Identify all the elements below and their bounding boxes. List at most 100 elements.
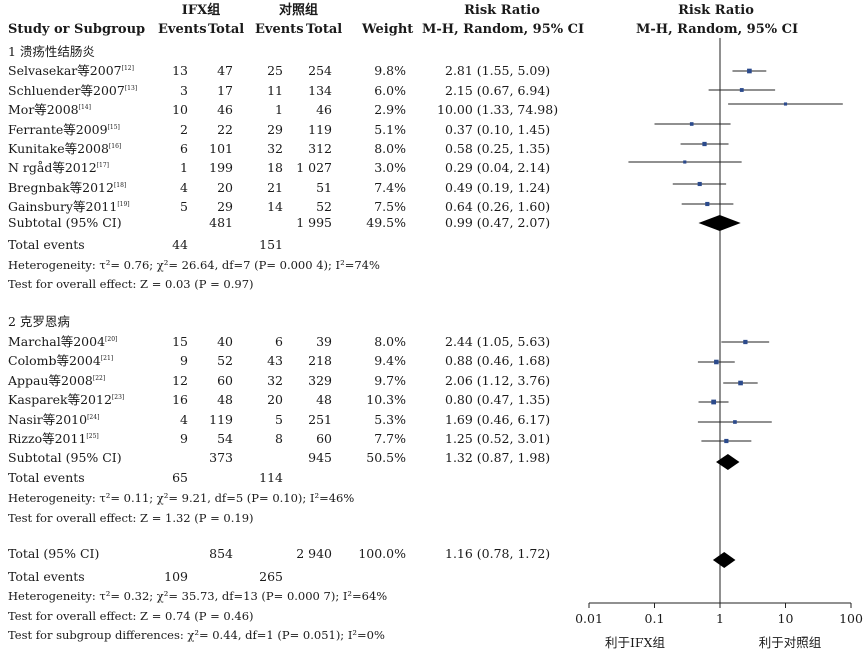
weight-value: 8.0% xyxy=(374,141,406,156)
heterogeneity-text: Heterogeneity: τ²= 0.32; χ²= 35.73, df=1… xyxy=(8,589,388,603)
weight-value: 50.5% xyxy=(366,450,406,465)
control-total: 134 xyxy=(308,83,332,98)
study-ref: [22] xyxy=(92,374,106,382)
overall-effect-text: Test for overall effect: Z = 1.32 (P = 0… xyxy=(8,511,254,525)
ifx-events: 65 xyxy=(172,470,188,485)
ifx-total: 481 xyxy=(209,215,233,230)
study-ref: [16] xyxy=(108,142,122,150)
study-ref: [20] xyxy=(105,335,118,343)
control-events: 6 xyxy=(275,334,283,349)
study-ref: [14] xyxy=(78,103,91,111)
point-estimate xyxy=(697,181,702,187)
risk-ratio-ci: 0.88 (0.46, 1.68) xyxy=(445,353,551,368)
control-total: 329 xyxy=(308,373,332,388)
ifx-total: 52 xyxy=(217,353,233,368)
header-ifx-total: Total xyxy=(208,22,245,37)
ifx-events: 4 xyxy=(180,180,188,195)
ifx-events: 6 xyxy=(180,141,188,156)
study-ref: [24] xyxy=(87,413,100,421)
weight-value: 49.5% xyxy=(366,215,406,230)
ifx-total: 46 xyxy=(217,102,233,117)
point-estimate xyxy=(702,141,707,147)
ifx-total: 119 xyxy=(209,412,233,427)
control-total: 254 xyxy=(308,63,332,78)
ifx-total: 373 xyxy=(209,450,233,465)
header-method: M-H, Random, 95% CI xyxy=(422,22,585,37)
control-events: 151 xyxy=(259,237,283,252)
study-ref: [19] xyxy=(117,200,130,208)
study-name: Rizzo等2011 xyxy=(8,431,87,446)
weight-value: 9.4% xyxy=(374,353,406,368)
control-events: 29 xyxy=(267,122,283,137)
ifx-events: 13 xyxy=(172,63,188,78)
header-ifx-group: IFX组 xyxy=(181,3,221,18)
risk-ratio-ci: 1.25 (0.52, 3.01) xyxy=(445,431,551,446)
control-events: 14 xyxy=(267,199,283,214)
weight-value: 8.0% xyxy=(374,334,406,349)
favours-ifx-label: 利于IFX组 xyxy=(604,635,665,650)
ifx-events: 109 xyxy=(164,569,188,584)
control-total: 1 027 xyxy=(296,160,332,175)
point-estimate xyxy=(724,438,729,444)
ifx-events: 2 xyxy=(180,122,188,137)
study-name: Kunitake等2008 xyxy=(8,141,109,156)
heterogeneity-text: Heterogeneity: τ²= 0.76; χ²= 26.64, df=7… xyxy=(8,258,380,272)
control-events: 8 xyxy=(275,431,283,446)
study-name: Ferrante等2009 xyxy=(8,122,108,137)
control-total: 1 995 xyxy=(296,215,332,230)
study-ref: [23] xyxy=(111,393,125,401)
study-name: Selvasekar等2007 xyxy=(8,63,122,78)
ifx-events: 16 xyxy=(172,392,188,407)
risk-ratio-ci: 0.64 (0.26, 1.60) xyxy=(445,199,551,214)
control-total: 39 xyxy=(316,334,332,349)
study-name: N rgåd等2012 xyxy=(8,160,97,175)
point-estimate xyxy=(738,380,743,386)
study-ref: [12] xyxy=(121,64,134,72)
ifx-total: 60 xyxy=(217,373,233,388)
point-estimate xyxy=(739,88,744,92)
favours-control-label: 利于对照组 xyxy=(758,635,822,650)
study-name: Appau等2008 xyxy=(8,373,93,388)
point-estimate xyxy=(743,339,748,345)
ifx-total: 20 xyxy=(217,180,233,195)
weight-value: 10.3% xyxy=(366,392,406,407)
ifx-total: 40 xyxy=(217,334,233,349)
control-events: 5 xyxy=(275,412,283,427)
risk-ratio-ci: 0.49 (0.19, 1.24) xyxy=(445,180,551,195)
risk-ratio-ci: 1.16 (0.78, 1.72) xyxy=(445,546,551,561)
risk-ratio-ci: 10.00 (1.33, 74.98) xyxy=(437,102,559,117)
ifx-total: 29 xyxy=(217,199,233,214)
header-risk-ratio: Risk Ratio xyxy=(464,3,540,18)
risk-ratio-ci: 0.37 (0.10, 1.45) xyxy=(445,122,551,137)
overall-total-label: Total (95% CI) xyxy=(8,546,100,561)
weight-value: 9.8% xyxy=(374,63,406,78)
control-total: 60 xyxy=(316,431,332,446)
control-total: 51 xyxy=(316,180,332,195)
weight-value: 7.7% xyxy=(374,431,406,446)
ifx-events: 5 xyxy=(180,199,188,214)
point-estimate xyxy=(783,102,788,106)
ifx-events: 9 xyxy=(180,431,188,446)
study-name: Kasparek等2012 xyxy=(8,392,112,407)
control-events: 32 xyxy=(267,141,283,156)
control-events: 1 xyxy=(275,102,283,117)
header-control-total: Total xyxy=(306,22,343,37)
control-total: 218 xyxy=(308,353,332,368)
weight-value: 9.7% xyxy=(374,373,406,388)
study-name: Gainsbury等2011 xyxy=(8,199,118,214)
total-events-label: Total events xyxy=(8,569,85,584)
risk-ratio-ci: 2.06 (1.12, 3.76) xyxy=(445,373,551,388)
control-events: 114 xyxy=(259,470,283,485)
ifx-events: 15 xyxy=(172,334,188,349)
x-tick-label: 1 xyxy=(716,611,724,626)
point-estimate xyxy=(683,160,687,164)
ifx-events: 44 xyxy=(172,237,188,252)
plot-header-risk-ratio: Risk Ratio xyxy=(678,3,754,18)
risk-ratio-ci: 2.44 (1.05, 5.63) xyxy=(445,334,551,349)
pooled-diamond xyxy=(716,454,740,470)
subtotal-label: Subtotal (95% CI) xyxy=(8,215,122,230)
ifx-events: 1 xyxy=(180,160,188,175)
study-name: Mor等2008 xyxy=(8,102,79,117)
control-total: 52 xyxy=(316,199,332,214)
weight-value: 3.0% xyxy=(374,160,406,175)
